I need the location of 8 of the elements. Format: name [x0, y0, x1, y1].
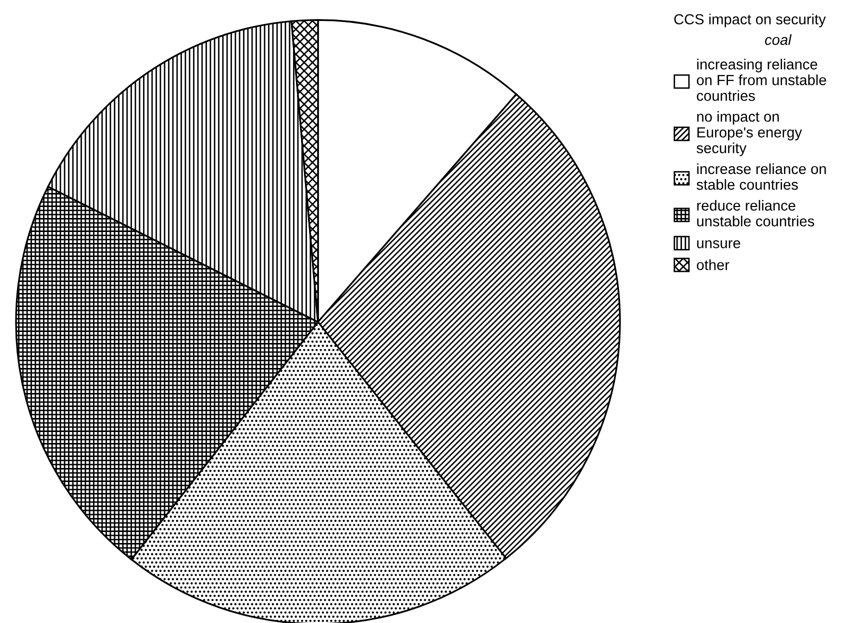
legend-label: other	[696, 259, 730, 270]
legend-label: no impact on Europe's energy security	[696, 111, 802, 156]
chart-title: CCS impact on security	[674, 14, 826, 28]
legend-label: reduce reliance unstable countries	[697, 200, 814, 226]
legend-label: increase reliance on stable countries	[696, 163, 826, 190]
text: coal	[765, 34, 792, 45]
legend-label: unsure	[697, 240, 740, 248]
legend-label: increasing reliance on FF from unstable countries	[696, 58, 826, 101]
